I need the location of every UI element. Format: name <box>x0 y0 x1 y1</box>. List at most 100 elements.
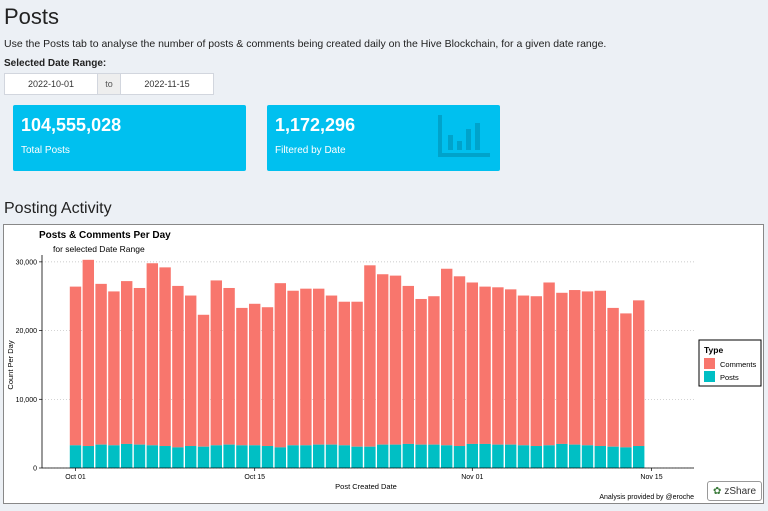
date-range-picker: to <box>4 73 214 95</box>
bar-posts <box>594 446 606 468</box>
legend-label-posts: Posts <box>720 373 739 382</box>
bar-comments <box>453 276 466 447</box>
bar-comments <box>620 313 632 448</box>
bar-posts <box>313 444 325 468</box>
bar-posts <box>351 446 363 468</box>
bar-posts <box>479 443 491 468</box>
date-range-separator: to <box>98 73 120 95</box>
bar-posts <box>517 445 530 468</box>
bar-comments <box>556 292 568 444</box>
bar-posts <box>530 446 542 468</box>
bar-comments <box>466 282 478 444</box>
bar-comments <box>607 307 619 447</box>
bar-comments <box>364 265 376 447</box>
y-tick-label: 30,000 <box>16 259 38 266</box>
bar-posts <box>402 443 414 468</box>
zshare-button[interactable]: ✿ zShare <box>707 481 762 501</box>
bars <box>69 259 645 468</box>
bar-comments <box>249 303 261 446</box>
bar-posts <box>197 446 210 468</box>
bar-posts <box>492 444 504 468</box>
bar-posts <box>453 446 466 468</box>
bar-posts <box>69 445 82 468</box>
bar-comments <box>274 283 286 448</box>
bar-comments <box>530 296 542 447</box>
y-axis-label: Count Per Day <box>6 340 15 389</box>
bar-comments <box>313 288 325 445</box>
bar-posts <box>82 446 94 468</box>
bar-posts <box>415 444 427 468</box>
y-tick-label: 20,000 <box>16 328 38 335</box>
bar-posts <box>581 445 594 468</box>
x-tick-label: Nov 01 <box>461 474 483 481</box>
bar-posts <box>274 447 286 468</box>
bar-posts <box>300 445 312 468</box>
bar-comments <box>133 287 146 445</box>
legend-title: Type <box>704 345 723 355</box>
bar-comments <box>95 283 107 445</box>
bar-posts <box>133 444 146 468</box>
bar-comments <box>223 287 235 445</box>
bar-comments <box>159 267 171 447</box>
bar-posts <box>633 446 645 468</box>
bar-comments <box>197 314 210 447</box>
bar-posts <box>121 443 133 468</box>
legend-swatch-comments <box>704 358 715 369</box>
page-description: Use the Posts tab to analyse the number … <box>4 38 607 50</box>
bar-comments <box>261 307 274 447</box>
bar-posts <box>185 446 197 468</box>
chart-subtitle: for selected Date Range <box>53 244 145 254</box>
bar-posts <box>261 446 274 468</box>
bar-posts <box>108 445 120 468</box>
bar-posts <box>377 444 389 468</box>
posts-comments-chart: Posts & Comments Per Day for selected Da… <box>6 230 762 501</box>
bar-comments <box>325 295 338 445</box>
chart-title: Posts & Comments Per Day <box>39 230 171 241</box>
filtered-label: Filtered by Date <box>275 145 346 156</box>
bar-comments <box>82 259 94 447</box>
bar-posts <box>95 444 107 468</box>
x-tick-label: Nov 15 <box>640 474 662 481</box>
bar-comments <box>415 298 427 445</box>
date-range-label: Selected Date Range: <box>4 58 107 69</box>
x-axis-label: Post Created Date <box>335 482 397 491</box>
total-posts-label: Total Posts <box>21 145 70 156</box>
bar-comments <box>210 280 222 446</box>
y-tick-label: 0 <box>33 466 37 473</box>
legend: Type Comments Posts <box>698 339 762 387</box>
bar-comments <box>569 290 581 445</box>
bar-posts <box>159 446 171 468</box>
bar-posts <box>428 444 440 468</box>
bar-posts <box>364 446 376 468</box>
bar-posts <box>172 447 184 468</box>
bar-chart-icon <box>438 115 490 162</box>
bar-comments <box>146 263 158 446</box>
bar-comments <box>377 274 389 445</box>
axes: 0 10,000 20,000 30,000 Oct 01 Oct 15 Nov 01 Nov… <box>16 255 694 481</box>
x-tick-label: Oct 01 <box>65 474 86 481</box>
bar-posts <box>556 443 568 468</box>
total-posts-value: 104,555,028 <box>21 115 122 135</box>
bar-posts <box>466 443 478 468</box>
bar-comments <box>300 288 312 446</box>
end-date-input[interactable] <box>120 73 214 95</box>
bar-comments <box>581 291 594 446</box>
section-title: Posting Activity <box>4 200 112 217</box>
x-tick-label: Oct 15 <box>244 474 265 481</box>
total-posts-box: 104,555,028 Total Posts <box>13 105 246 171</box>
zshare-label: zShare <box>724 485 757 497</box>
bar-posts <box>146 445 158 468</box>
bar-comments <box>594 290 606 447</box>
legend-swatch-posts <box>704 371 715 382</box>
bar-posts <box>287 445 299 468</box>
filtered-by-date-box: 1,172,296 Filtered by Date <box>267 105 500 171</box>
y-tick-label: 10,000 <box>16 397 38 404</box>
bar-posts <box>223 444 235 468</box>
bar-comments <box>338 301 350 446</box>
bar-posts <box>210 445 222 468</box>
legend-label-comments: Comments <box>720 360 757 369</box>
bar-posts <box>236 445 248 468</box>
start-date-input[interactable] <box>4 73 98 95</box>
share-icon: ✿ <box>712 485 722 497</box>
bar-comments <box>428 296 440 445</box>
